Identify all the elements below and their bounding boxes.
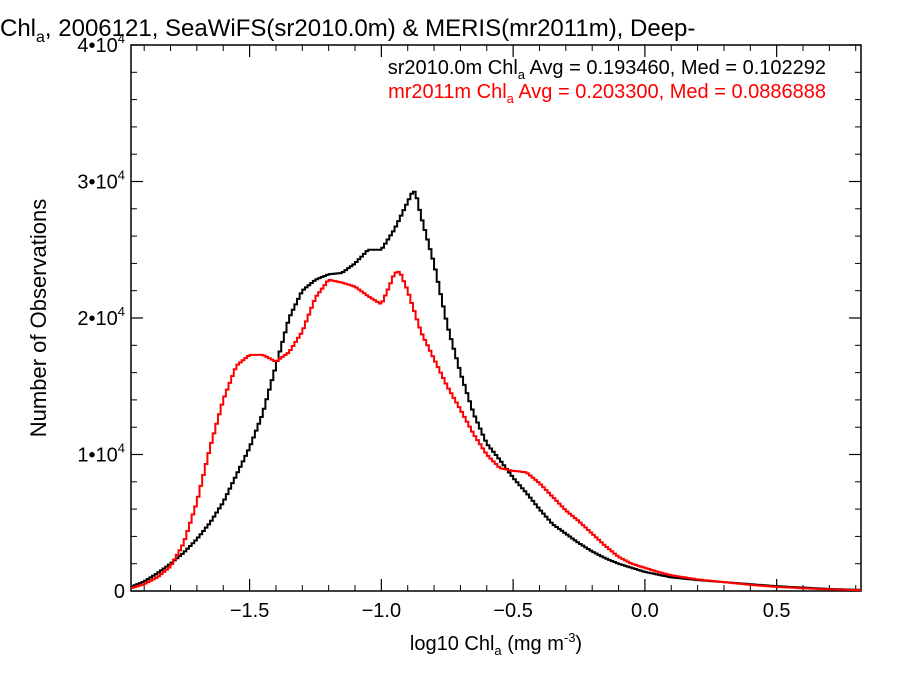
chart-title-main: Chl [0, 15, 36, 42]
y-tick-label-3: 3•104 [77, 168, 125, 194]
x-tick-label-2: −0.5 [493, 600, 532, 622]
x-tick-label-3: 0.0 [631, 600, 659, 622]
x-axis-label-close: ) [575, 633, 582, 655]
chart-title-subscript: a [36, 29, 45, 46]
x-axis-label-subscript: a [494, 643, 502, 658]
annotation-black-subscript: a [518, 67, 526, 82]
y-tick-label-1: 1•104 [77, 441, 125, 467]
annotation-black-main: sr2010.0m Chl [388, 57, 518, 79]
annotation-red-rest: Avg = 0.203300, Med = 0.0886888 [514, 81, 826, 103]
annotation-black-rest: Avg = 0.193460, Med = 0.102292 [525, 57, 826, 79]
series-line-1 [131, 270, 861, 592]
chart-title-rest: , 2006121, SeaWiFS(sr2010.0m) & MERIS(mr… [45, 15, 695, 42]
axis-ticks: −1.5 −1.0 −0.5 0.0 0.5 0 1•104 2•104 3•104 4•104 [77, 31, 861, 622]
y-axis-label: Number of Observations [26, 199, 51, 437]
x-tick-label-4: 0.5 [763, 600, 791, 622]
y-tick-label-0: 0 [114, 581, 125, 603]
x-tick-label-1: −1.0 [362, 600, 401, 622]
annotation-red: mr2011m Chla Avg = 0.203300, Med = 0.088… [388, 81, 826, 106]
chart-title: Chla, 2006121, SeaWiFS(sr2010.0m) & MERI… [0, 15, 695, 46]
x-tick-label-0: −1.5 [230, 600, 269, 622]
x-axis-label-main: log10 Chl [410, 633, 495, 655]
y-tick-label-4: 4•104 [77, 31, 125, 57]
x-axis-label-superscript: -3 [564, 630, 576, 645]
x-axis-label: log10 Chla (mg m-3) [410, 630, 582, 658]
annotation-red-subscript: a [507, 91, 515, 106]
series-line-0 [131, 190, 861, 591]
plot-frame [130, 44, 862, 592]
y-tick-label-2: 2•104 [77, 304, 125, 330]
annotation-black: sr2010.0m Chla Avg = 0.193460, Med = 0.1… [388, 57, 826, 82]
annotation-red-main: mr2011m Chl [388, 81, 507, 103]
series-layer [131, 190, 861, 592]
x-axis-label-unit: (mg m [502, 633, 564, 655]
